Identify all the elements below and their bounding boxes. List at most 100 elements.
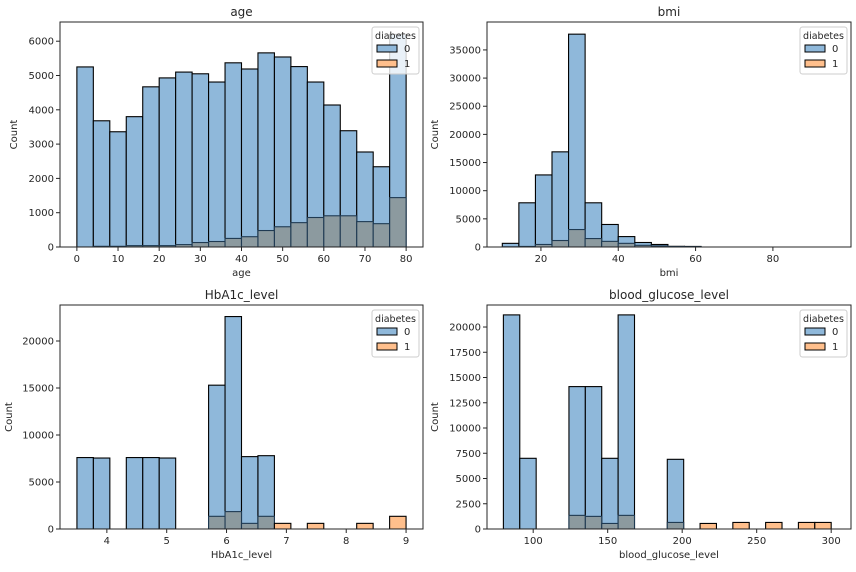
x-tick-label: 6 [223,536,229,547]
y-tick-label: 5000 [456,474,481,485]
x-tick-label: 0 [74,254,80,265]
y-tick-label: 20000 [449,323,481,334]
y-axis-label: Count [9,120,20,150]
bar-diabetes-1 [733,522,749,529]
bar-diabetes-0 [93,121,109,247]
y-tick-label: 10000 [449,186,481,197]
bar-diabetes-0 [520,458,536,529]
x-tick-label: 5 [164,536,170,547]
bar-diabetes-0 [291,67,307,247]
bar-diabetes-1 [602,523,618,529]
x-tick-label: 40 [612,254,625,265]
y-axis-label: Count [430,402,441,432]
legend-swatch-1 [805,60,825,67]
y-tick-label: 2000 [29,174,54,185]
y-tick-label: 12500 [449,398,481,409]
legend-swatch-0 [805,45,825,52]
legend-swatch-0 [805,328,825,335]
bar-diabetes-1 [585,516,601,529]
bar-diabetes-0 [126,117,142,247]
legend-swatch-0 [377,328,397,335]
bar-diabetes-1 [258,516,274,529]
bar-diabetes-1 [373,224,389,247]
bar-diabetes-1 [209,516,225,529]
bar-diabetes-1 [569,230,586,247]
bar-diabetes-0 [192,74,208,247]
bar-diabetes-1 [274,523,290,529]
legend-swatch-1 [377,343,397,350]
legend-label-1: 1 [832,342,838,353]
y-tick-label: 10000 [22,431,54,442]
y-tick-label: 0 [48,243,54,254]
bar-diabetes-0 [519,203,536,247]
x-tick-label: 60 [317,254,330,265]
chart-title: age [230,5,252,19]
x-tick-label: 150 [598,536,617,547]
bar-diabetes-1 [242,237,258,247]
bar-diabetes-1 [291,223,307,247]
legend-label-0: 0 [404,327,410,338]
y-tick-label: 4000 [29,105,54,116]
x-tick-label: 30 [194,254,207,265]
bar-diabetes-0 [143,458,159,529]
y-tick-label: 15000 [22,384,54,395]
bar-diabetes-0 [209,82,225,247]
bars [503,315,831,529]
bar-diabetes-1 [602,241,619,247]
y-tick-label: 30000 [449,74,481,85]
y-tick-label: 5000 [29,478,54,489]
legend-title: diabetes [375,314,416,325]
bars [77,317,406,529]
bars [502,34,701,247]
bar-diabetes-1 [357,222,373,247]
bar-diabetes-1 [569,515,585,529]
x-tick-label: 300 [822,536,841,547]
x-axis-label: bmi [660,268,679,279]
x-tick-label: 60 [689,254,702,265]
x-tick-label: 70 [359,254,372,265]
y-tick-label: 17500 [449,348,481,359]
bar-diabetes-0 [258,53,274,247]
y-tick-label: 20000 [22,337,54,348]
y-tick-label: 3000 [29,140,54,151]
bar-diabetes-1 [192,243,208,247]
y-axis-label: Count [4,402,15,432]
bar-diabetes-1 [258,231,274,247]
bar-diabetes-1 [324,216,340,247]
y-tick-label: 6000 [29,37,54,48]
bar-diabetes-0 [159,78,175,247]
bar-diabetes-0 [225,63,241,247]
bar-diabetes-1 [242,523,258,529]
x-axis-label: age [232,268,251,279]
legend-label-0: 0 [404,44,410,55]
y-tick-label: 1000 [29,208,54,219]
bars [77,34,406,247]
bar-diabetes-0 [110,132,126,247]
bar-diabetes-1 [700,523,716,529]
chart-title: blood_glucose_level [609,288,729,302]
bar-diabetes-1 [618,515,634,529]
bar-diabetes-0 [552,152,569,247]
bar-diabetes-0 [209,385,225,529]
bar-diabetes-0 [77,458,93,529]
bar-diabetes-0 [126,458,142,529]
x-tick-label: 8 [343,536,349,547]
y-tick-label: 35000 [449,45,481,56]
legend-title: diabetes [803,31,844,42]
chart-title: HbA1c_level [205,288,279,302]
legend-title: diabetes [375,31,416,42]
x-tick-label: 10 [112,254,125,265]
x-tick-label: 4 [104,536,110,547]
bar-diabetes-1 [815,522,831,529]
x-tick-label: 50 [276,254,289,265]
y-tick-label: 0 [475,525,481,536]
bar-diabetes-0 [242,69,258,247]
bar-diabetes-0 [503,315,519,529]
x-tick-label: 40 [235,254,248,265]
